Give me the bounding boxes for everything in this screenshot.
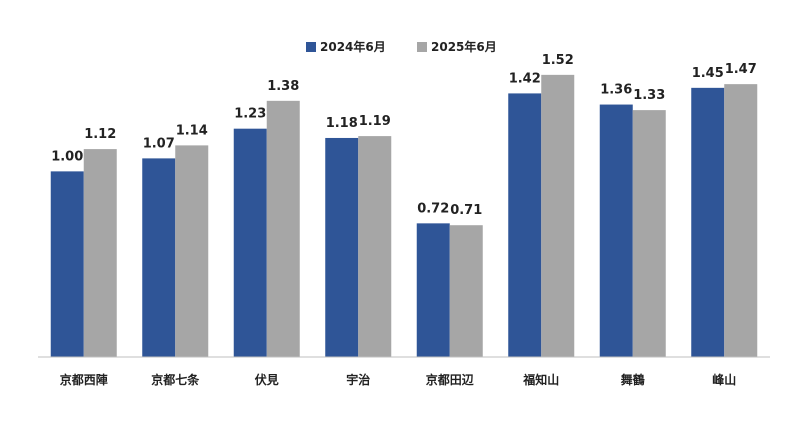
data-label-2-6: 1.52 — [542, 53, 574, 68]
bar-1-4 — [325, 137, 359, 357]
data-label-2-7: 1.33 — [633, 88, 665, 103]
legend-label-2: 2025年6月 — [431, 39, 497, 54]
bar-2-8 — [724, 84, 758, 357]
data-label-1-8: 1.45 — [692, 66, 724, 81]
legend-swatch-1 — [306, 42, 316, 52]
bar-1-5 — [416, 223, 450, 357]
category-label-3: 伏見 — [255, 372, 279, 387]
value-label-group: 1.001.12 1.071.14 1.231.38 1.18 1.19 0.72 0.71… — [51, 53, 757, 218]
bar-1-3 — [233, 128, 267, 357]
data-label-2-5: 0.71 — [450, 203, 482, 218]
bar-2-3 — [266, 100, 300, 358]
legend-label-1: 2024年6月 — [320, 39, 386, 54]
bar-group — [50, 74, 758, 358]
data-label-2-3: 1.38 — [267, 79, 299, 94]
category-label-4: 宇治 — [346, 372, 370, 387]
data-label-1-2: 1.07 — [143, 136, 175, 151]
data-label-2-4: 1.19 — [359, 114, 391, 129]
data-label-1-7: 1.36 — [600, 83, 632, 98]
category-label-8: 峰山 — [712, 372, 736, 387]
data-label-2-1: 1.12 — [84, 127, 116, 142]
category-label-1: 京都西陣 — [60, 372, 108, 387]
data-label-2-2: 1.14 — [176, 123, 208, 138]
data-label-1-5: 0.72 — [417, 201, 449, 216]
bar-2-5 — [449, 225, 483, 357]
bar-2-7 — [632, 110, 666, 358]
category-label-6: 福知山 — [522, 372, 559, 387]
bar-2-1 — [83, 149, 117, 357]
data-label-1-1: 1.00 — [51, 149, 83, 164]
data-label-1-3: 1.23 — [234, 107, 266, 122]
bar-2-2 — [175, 145, 209, 357]
category-label-5: 京都田辺 — [426, 372, 474, 387]
bar-2-6 — [541, 74, 575, 357]
legend-swatch-2 — [417, 42, 427, 52]
data-label-1-4: 1.18 — [326, 116, 358, 131]
category-label-group: 京都西陣 京都七条 伏見 宇治 京都田辺 福知山 舞鶴 峰山 — [60, 372, 737, 387]
bar-1-2 — [142, 158, 176, 357]
bar-1-1 — [50, 171, 84, 357]
bar-2-4 — [358, 136, 392, 357]
bar-1-6 — [508, 93, 542, 357]
data-label-2-8: 1.47 — [725, 62, 757, 77]
legend: 2024年6月 2025年6月 — [306, 39, 497, 54]
category-label-7: 舞鶴 — [620, 372, 645, 387]
bar-1-7 — [599, 104, 633, 357]
category-label-2: 京都七条 — [151, 372, 200, 387]
data-label-1-6: 1.42 — [509, 71, 541, 86]
bar-1-8 — [691, 87, 725, 357]
